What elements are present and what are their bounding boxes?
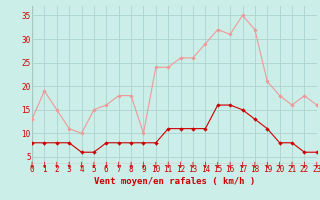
X-axis label: Vent moyen/en rafales ( km/h ): Vent moyen/en rafales ( km/h )	[94, 177, 255, 186]
